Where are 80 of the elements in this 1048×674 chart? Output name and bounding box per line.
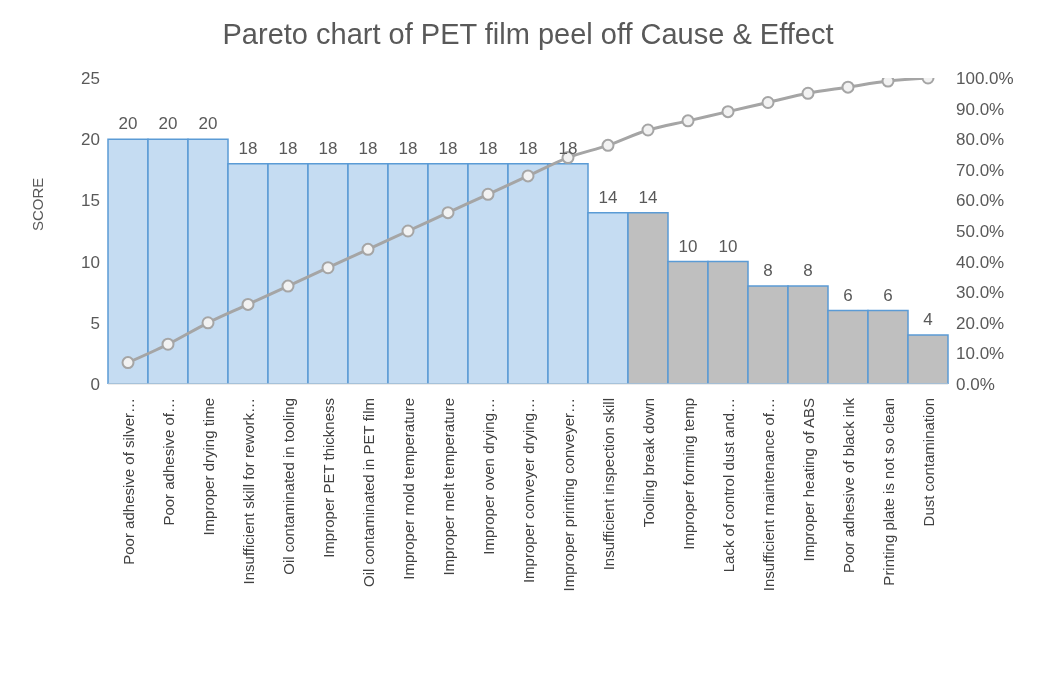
y-tick-label: 10 [81, 252, 100, 272]
data-label: 20 [198, 114, 218, 134]
data-label: 18 [238, 138, 258, 158]
data-label: 18 [478, 138, 498, 158]
point [721, 105, 735, 119]
y2-tick-label: 90.0% [956, 99, 1005, 119]
point [281, 279, 295, 293]
x-tick-label: Improper printing conveyer… [559, 398, 577, 592]
point [841, 80, 855, 94]
x-tick-label: Oil contaminated in tooling [279, 398, 297, 575]
x-tick-label: Insufficient skill for rework… [239, 398, 257, 585]
data-label: 4 [923, 310, 933, 330]
x-tick-label: Improper PET thickness [319, 398, 337, 558]
point [801, 86, 815, 100]
x-tick-label: Improper oven drying… [479, 398, 497, 555]
data-label: 10 [678, 236, 698, 256]
x-tick-label: Insufficient maintenance of… [759, 398, 777, 592]
point [881, 78, 895, 88]
data-label: 14 [598, 187, 618, 207]
data-label: 18 [398, 138, 418, 158]
x-tick-label: Poor adhesive of… [159, 398, 177, 526]
x-tick-label: Tooling break down [639, 398, 657, 528]
x-tick-label: Oil contaminated in PET film [359, 398, 377, 587]
data-label: 6 [843, 285, 853, 305]
data-label: 6 [883, 285, 893, 305]
y2-tick-label: 40.0% [956, 252, 1005, 272]
point [401, 224, 415, 238]
y2-tick-label: 20.0% [956, 313, 1005, 333]
x-tick-label: Improper drying time [199, 398, 217, 536]
point [601, 138, 615, 152]
y2-tick-label: 80.0% [956, 130, 1005, 150]
y-tick-label: 0 [90, 375, 100, 395]
data-label: 20 [118, 114, 138, 134]
data-label: 18 [318, 138, 338, 158]
x-tick-label: Poor adhesive of black ink [839, 397, 857, 574]
point [321, 261, 335, 275]
y-axis-title: SCORE [29, 177, 47, 231]
y-tick-label: 20 [81, 130, 100, 150]
y-tick-label: 25 [81, 69, 100, 89]
x-tick-label: Improper conveyer drying… [519, 398, 537, 584]
point [161, 337, 175, 351]
y2-tick-label: 10.0% [956, 344, 1005, 364]
data-label: 8 [803, 261, 813, 281]
data-label: 18 [558, 138, 578, 158]
point [761, 95, 775, 109]
data-label: 10 [718, 236, 738, 256]
y2-tick-label: 70.0% [956, 160, 1005, 180]
x-tick-label: Lack of control dust and… [719, 398, 737, 573]
y2-tick-label: 0.0% [956, 375, 995, 395]
chart-title: Pareto chart of PET film peel off Cause & Effect [221, 18, 835, 51]
x-tick-label: Improper heating of ABS [799, 398, 817, 562]
point [481, 187, 495, 201]
point [441, 206, 455, 220]
x-tick-label: Printing plate is not so clean [879, 398, 897, 586]
point [121, 356, 135, 370]
x-tick-label: Poor adhesive of silver… [119, 398, 137, 565]
x-tick-label: Dust contamination [919, 398, 937, 527]
data-label: 18 [438, 138, 458, 158]
point [241, 297, 255, 311]
x-tick-label: Insufficient inspection skill [599, 398, 617, 571]
data-label: 18 [518, 138, 538, 158]
y-tick-label: 5 [90, 313, 100, 333]
point [201, 316, 215, 330]
y2-tick-label: 60.0% [956, 191, 1005, 211]
data-label: 18 [358, 138, 378, 158]
y2-tick-label: 100.0% [956, 69, 1014, 89]
point [521, 169, 535, 183]
point [681, 114, 695, 128]
point [641, 123, 655, 137]
x-tick-label: Improper melt temperature [439, 398, 457, 576]
data-label: 20 [158, 114, 178, 134]
point [361, 242, 375, 256]
data-label: 8 [763, 261, 773, 281]
data-label: 18 [278, 138, 298, 158]
data-label: 14 [638, 187, 658, 207]
y2-tick-label: 50.0% [956, 222, 1005, 242]
x-tick-label: Improper forming temp [679, 398, 697, 550]
y-tick-label: 15 [81, 191, 100, 211]
x-tick-label: Improper mold temperature [399, 398, 417, 580]
y2-tick-label: 30.0% [956, 283, 1005, 303]
